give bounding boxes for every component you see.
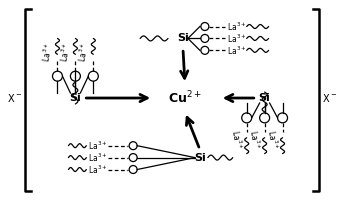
Text: La$^{3+}$: La$^{3+}$	[76, 42, 91, 63]
Text: La$^{3+}$: La$^{3+}$	[227, 44, 246, 57]
Text: La$^{3+}$: La$^{3+}$	[227, 32, 246, 45]
Text: X$^-$: X$^-$	[7, 92, 22, 104]
Text: La$^{3+}$: La$^{3+}$	[229, 129, 245, 150]
Text: La$^{3+}$: La$^{3+}$	[265, 129, 281, 150]
Text: La$^{3+}$: La$^{3+}$	[58, 42, 73, 63]
Text: Si: Si	[259, 93, 270, 103]
Text: La$^{3+}$: La$^{3+}$	[247, 129, 262, 150]
Text: La$^{3+}$: La$^{3+}$	[40, 42, 55, 63]
Text: La$^{3+}$: La$^{3+}$	[88, 163, 108, 176]
Text: La$^{3+}$: La$^{3+}$	[88, 139, 108, 152]
Text: Si: Si	[194, 153, 206, 163]
Text: Cu$^{2+}$: Cu$^{2+}$	[168, 90, 202, 106]
Text: Si: Si	[69, 93, 81, 103]
Text: X$^-$: X$^-$	[322, 92, 337, 104]
Text: La$^{3+}$: La$^{3+}$	[88, 151, 108, 164]
Text: Si: Si	[177, 33, 189, 43]
Text: La$^{3+}$: La$^{3+}$	[227, 20, 246, 33]
